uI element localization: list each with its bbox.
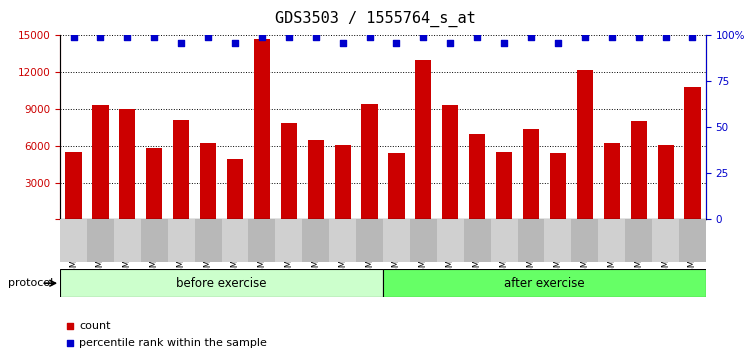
Bar [523, 129, 539, 219]
Bar [195, 219, 222, 262]
Bar [415, 60, 431, 219]
Bar [119, 109, 135, 219]
Bar [334, 145, 351, 219]
Bar [249, 219, 276, 262]
Bar [141, 219, 167, 262]
Bar [254, 39, 270, 219]
Bar [92, 105, 108, 219]
Point [336, 40, 348, 46]
Point [256, 34, 268, 40]
Bar [625, 219, 652, 262]
Point [525, 34, 537, 40]
Bar [652, 219, 679, 262]
Bar [442, 105, 458, 219]
Text: protocol: protocol [8, 278, 53, 288]
Point [363, 34, 376, 40]
Bar [383, 219, 410, 262]
Text: after exercise: after exercise [504, 277, 585, 290]
Point [95, 34, 107, 40]
Bar [65, 152, 82, 219]
Point [283, 34, 295, 40]
Point [148, 34, 160, 40]
Bar [361, 104, 378, 219]
Bar [572, 219, 599, 262]
Point [445, 40, 457, 46]
Point [229, 40, 241, 46]
Text: percentile rank within the sample: percentile rank within the sample [80, 338, 267, 348]
Bar [87, 219, 114, 262]
Bar [437, 219, 463, 262]
Bar [281, 122, 297, 219]
Point [552, 40, 564, 46]
Point [606, 34, 618, 40]
Point [122, 34, 134, 40]
Bar [550, 153, 566, 219]
Point [465, 105, 477, 110]
Bar [469, 133, 485, 219]
Point [471, 34, 483, 40]
Bar [463, 219, 490, 262]
Point [418, 34, 430, 40]
Bar [329, 219, 356, 262]
Point [309, 34, 321, 40]
Bar [276, 219, 302, 262]
Text: GDS3503 / 1555764_s_at: GDS3503 / 1555764_s_at [275, 11, 476, 27]
Bar [227, 159, 243, 219]
Text: count: count [80, 321, 111, 331]
Point [175, 40, 187, 46]
Bar [490, 219, 517, 262]
Bar [302, 219, 329, 262]
Bar [167, 219, 195, 262]
Bar [544, 219, 572, 262]
Point [498, 40, 510, 46]
Bar [388, 153, 405, 219]
Point [579, 34, 591, 40]
Bar [60, 269, 383, 297]
Bar [410, 219, 437, 262]
Bar [308, 140, 324, 219]
Point [632, 34, 644, 40]
Point [68, 34, 80, 40]
Bar [517, 219, 544, 262]
Bar [577, 70, 593, 219]
Bar [604, 143, 620, 219]
Bar [657, 145, 674, 219]
Bar [631, 121, 647, 219]
Bar [60, 219, 87, 262]
Bar [114, 219, 141, 262]
Bar [200, 143, 216, 219]
Point [202, 34, 214, 40]
Point [465, 266, 477, 271]
Text: before exercise: before exercise [176, 277, 267, 290]
Bar [679, 219, 706, 262]
Bar [496, 152, 512, 219]
Bar [684, 87, 701, 219]
Bar [599, 219, 625, 262]
Point [659, 34, 671, 40]
Point [686, 34, 698, 40]
Bar [356, 219, 383, 262]
Bar [383, 269, 706, 297]
Bar [146, 148, 162, 219]
Bar [173, 120, 189, 219]
Point [391, 40, 403, 46]
Bar [222, 219, 249, 262]
